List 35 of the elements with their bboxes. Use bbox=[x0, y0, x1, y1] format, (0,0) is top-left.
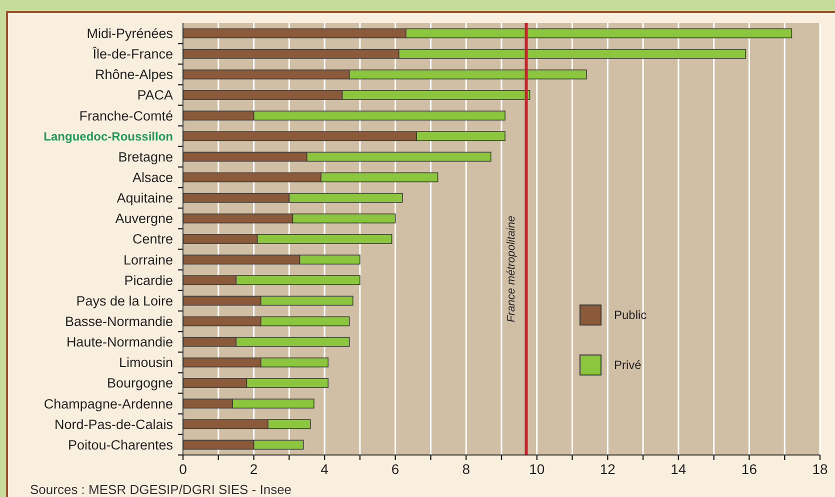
y-tick-label: Franche-Comté bbox=[79, 108, 173, 124]
x-tick-label: 4 bbox=[320, 461, 329, 477]
y-tick-label: Bourgogne bbox=[106, 376, 173, 391]
x-tick-label: 0 bbox=[179, 461, 188, 477]
x-tick-label: 6 bbox=[391, 461, 400, 477]
x-tick-label: 18 bbox=[812, 461, 828, 477]
y-tick-label: Centre bbox=[132, 232, 173, 247]
y-tick-label: Bretagne bbox=[118, 149, 173, 164]
legend-label: Public bbox=[614, 308, 647, 322]
y-tick-label: Champagne-Ardenne bbox=[44, 396, 173, 412]
x-tick-label: 10 bbox=[529, 461, 545, 477]
y-tick-label: Île-de-France bbox=[92, 46, 173, 62]
y-tick-label: Alsace bbox=[132, 170, 173, 186]
source-note: Sources : MESR DGESIP/DGRI SIES - Insee bbox=[30, 482, 292, 497]
y-tick-label: Pays de la Loire bbox=[76, 293, 173, 308]
x-tick-label: 12 bbox=[600, 461, 616, 477]
legend-label: Privé bbox=[614, 358, 642, 372]
y-tick-label: Lorraine bbox=[123, 252, 173, 268]
ref-line-label: France métropolitaine bbox=[505, 216, 518, 322]
y-tick-label: Poitou-Charentes bbox=[68, 437, 174, 452]
y-tick-label: Haute-Normandie bbox=[66, 334, 173, 350]
y-tick-label: Picardie bbox=[124, 272, 173, 288]
y-tick-label: PACA bbox=[137, 88, 173, 103]
y-tick-label: Aquitaine bbox=[116, 190, 173, 206]
y-tick-label: Limousin bbox=[118, 355, 173, 370]
y-tick-label: Nord-Pas-de-Calais bbox=[54, 416, 174, 432]
y-tick-label: Auvergne bbox=[115, 211, 173, 226]
y-tick-label: Midi-Pyrénées bbox=[86, 26, 174, 42]
y-tick-label: Basse-Normandie bbox=[64, 314, 173, 330]
x-tick-label: 16 bbox=[741, 461, 758, 477]
x-tick-label: 14 bbox=[670, 461, 686, 477]
x-tick-label: 8 bbox=[462, 461, 470, 477]
y-tick-label: Languedoc-Roussillon bbox=[44, 129, 173, 144]
x-tick-label: 2 bbox=[250, 461, 258, 477]
y-tick-label: Rhône-Alpes bbox=[94, 67, 174, 82]
